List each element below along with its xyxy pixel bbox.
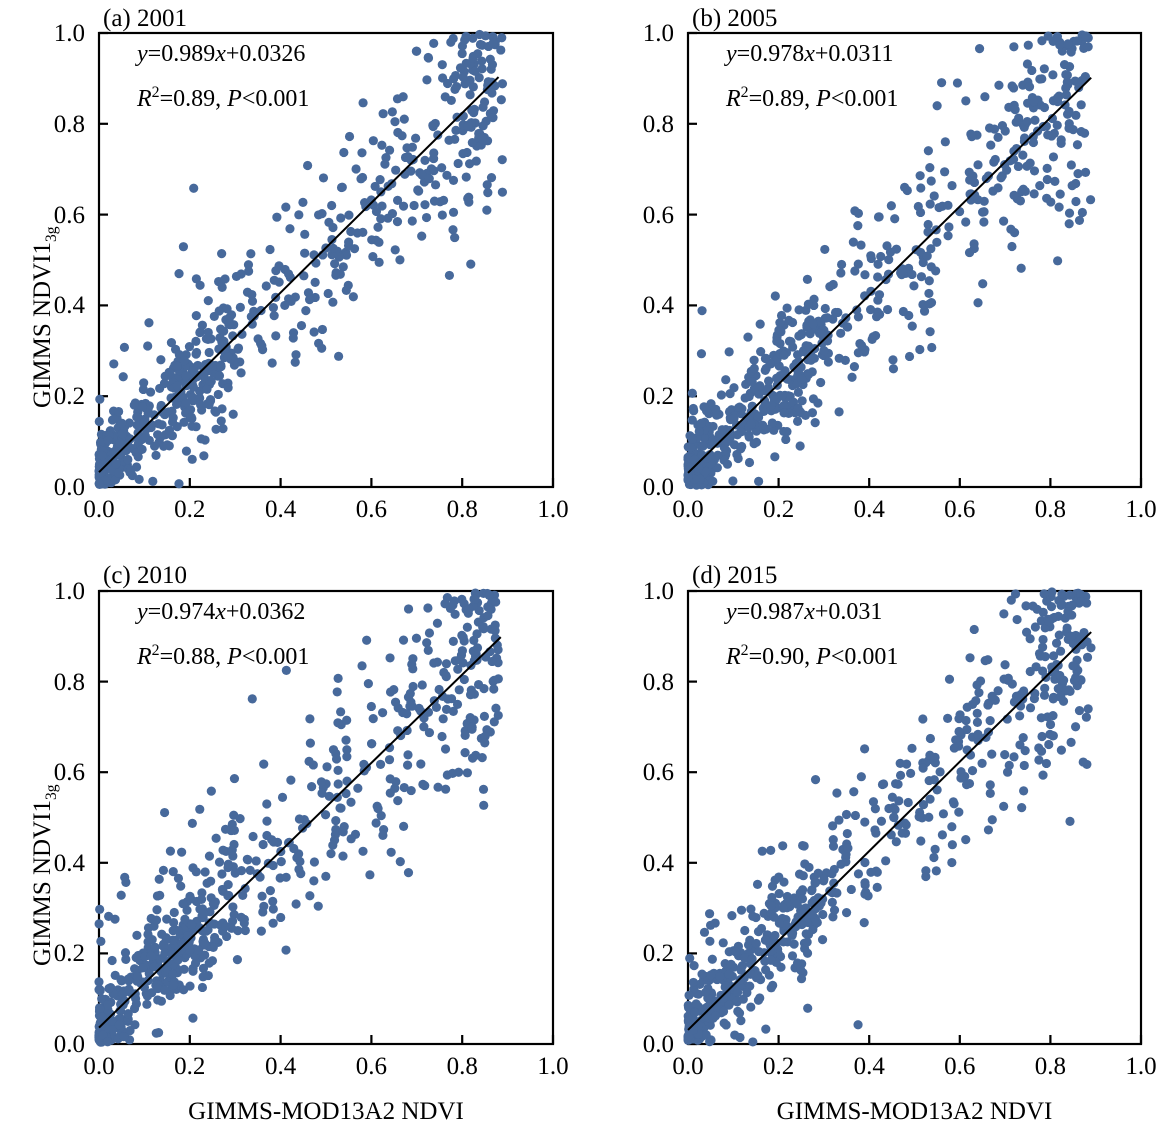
x-tick-label: 1.0 [1125,496,1157,523]
x-tick-label: 0.4 [853,1053,885,1080]
y-tick-label: 1.0 [642,578,674,605]
stats-annotation-d: R2=0.90, P<0.001 [726,642,899,670]
equation-annotation-a: y=0.989x+0.0326 [137,41,306,67]
x-tick-label: 0.0 [83,496,115,523]
y-tick-label: 1.0 [53,578,85,605]
y-tick-label: 1.0 [642,20,674,47]
x-tick-label: 0.2 [174,496,206,523]
y-axis-title-subscript: 3g [43,226,60,243]
y-tick-label: 0.6 [642,759,674,787]
x-axis-title: GIMMS-MOD13A2 NDVI [188,1098,464,1125]
x-tick-label: 0.4 [264,496,297,523]
y-tick-label: 0.6 [53,759,85,787]
y-tick-label: 0.4 [642,849,674,877]
x-tick-label: 0.8 [446,1053,478,1080]
y-tick-label: 1.0 [53,20,85,47]
y-tick-label: 0.8 [53,110,85,138]
x-tick-label: 0.0 [672,1053,704,1080]
panel-title-d: (d) 2015 [692,562,778,589]
y-tick-label: 0.0 [642,1031,674,1058]
y-tick-label: 0.8 [642,668,674,696]
y-tick-label: 0.2 [53,940,85,968]
y-tick-label: 0.6 [53,201,85,229]
equation-annotation-b: y=0.978x+0.0311 [726,41,894,67]
y-tick-label: 0.2 [642,940,674,968]
y-tick-label: 0.4 [642,292,674,320]
y-axis-title: GIMMS NDVI13g [29,227,60,408]
x-tick-label: 0.8 [1034,496,1067,523]
plot-panel-c [85,577,567,1058]
panel-title-a: (a) 2001 [103,5,187,32]
x-tick-label: 0.6 [944,1053,976,1080]
panel-title-b: (b) 2005 [692,5,778,32]
y-axis-title-text: GIMMS NDVI1 [29,799,56,966]
y-tick-label: 0.2 [53,383,85,411]
x-tick-label: 0.0 [83,1053,115,1080]
x-tick-label: 0.6 [355,1053,388,1080]
stats-annotation-b: R2=0.89, P<0.001 [726,84,899,112]
y-tick-label: 0.0 [53,474,85,501]
regression-line [98,636,502,1029]
y-tick-label: 0.2 [642,383,674,411]
y-axis-title: GIMMS NDVI13g [29,784,60,966]
equation-annotation-c: y=0.974x+0.0362 [137,599,306,625]
y-tick-label: 0.6 [642,201,674,229]
y-tick-label: 0.4 [53,849,85,877]
plot-panel-d [674,577,1155,1058]
y-tick-label: 0.8 [642,110,674,138]
x-tick-label: 1.0 [1125,1053,1157,1080]
y-tick-label: 0.0 [642,474,674,501]
equation-annotation-d: y=0.987x+0.031 [726,599,883,625]
x-axis-title: GIMMS-MOD13A2 NDVI [776,1098,1053,1125]
y-axis-title-text: GIMMS NDVI1 [29,242,56,408]
x-tick-label: 0.2 [762,1053,795,1080]
regression-line [687,76,1092,474]
y-tick-label: 0.4 [53,292,85,320]
x-tick-label: 0.0 [672,496,704,523]
y-tick-label: 0.0 [53,1031,85,1058]
x-tick-label: 0.4 [853,496,885,523]
x-tick-label: 0.8 [1034,1053,1067,1080]
scatter-series [94,588,503,1047]
y-tick-label: 0.8 [53,668,85,696]
x-tick-label: 0.6 [355,496,388,523]
regression-line [98,76,500,473]
x-tick-label: 0.6 [944,496,976,523]
x-tick-label: 0.2 [762,496,795,523]
stats-annotation-c: R2=0.88, P<0.001 [137,642,310,670]
scatter-series [683,587,1096,1047]
panel-title-c: (c) 2010 [103,562,187,589]
x-tick-label: 0.8 [446,496,478,523]
x-tick-label: 1.0 [537,496,569,523]
stats-annotation-a: R2=0.89, P<0.001 [137,84,310,112]
plot-panel-b [674,19,1155,501]
x-tick-label: 0.2 [174,1053,206,1080]
plot-panel-a [85,19,567,501]
x-tick-label: 1.0 [537,1053,569,1080]
regression-line [687,631,1092,1031]
x-tick-label: 0.4 [264,1053,297,1080]
y-axis-title-subscript: 3g [43,784,60,800]
